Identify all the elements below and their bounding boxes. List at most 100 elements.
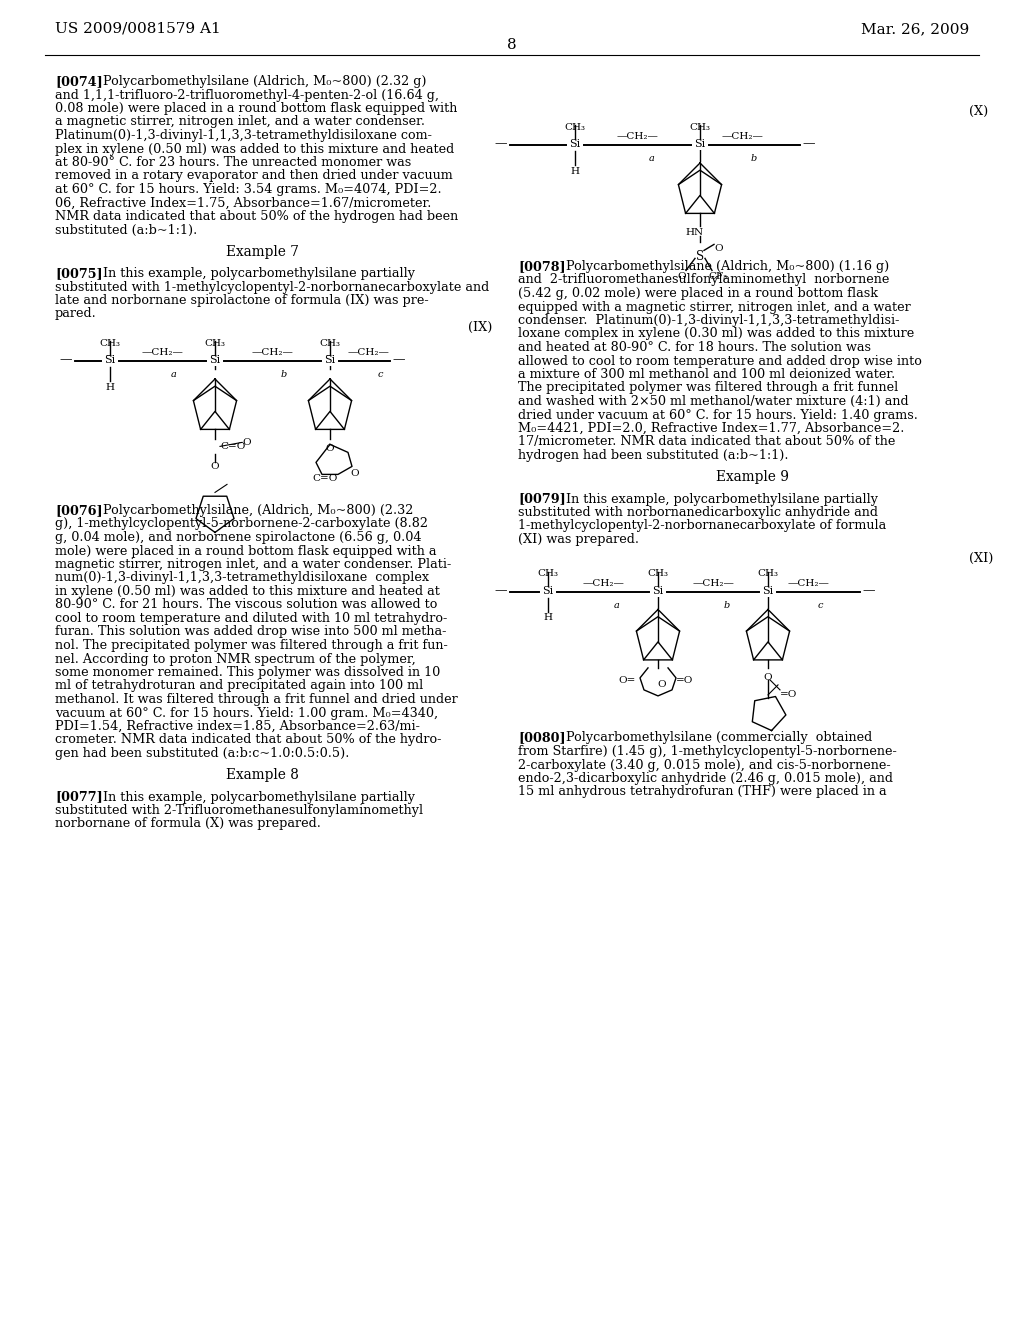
FancyBboxPatch shape <box>207 356 223 366</box>
Text: norbornane of formula (X) was prepared.: norbornane of formula (X) was prepared. <box>55 817 321 830</box>
Text: —CH₂—: —CH₂— <box>347 348 389 356</box>
Text: CH₃: CH₃ <box>99 339 121 348</box>
Text: a: a <box>649 154 655 162</box>
Text: —CH₂—: —CH₂— <box>787 578 829 587</box>
Text: endo-2,3-dicarboxylic anhydride (2.46 g, 0.015 mole), and: endo-2,3-dicarboxylic anhydride (2.46 g,… <box>518 772 893 785</box>
Text: CH₃: CH₃ <box>689 123 711 132</box>
Text: —CH₂—: —CH₂— <box>582 578 624 587</box>
Text: [0076]: [0076] <box>55 504 102 517</box>
Text: at 60° C. for 15 hours. Yield: 3.54 grams. M₀=4074, PDI=2.: at 60° C. for 15 hours. Yield: 3.54 gram… <box>55 183 441 195</box>
Text: allowed to cool to room temperature and added drop wise into: allowed to cool to room temperature and … <box>518 355 922 367</box>
Text: —: — <box>59 354 72 367</box>
Text: furan. This solution was added drop wise into 500 ml metha-: furan. This solution was added drop wise… <box>55 626 446 639</box>
Text: C=O: C=O <box>220 442 246 451</box>
FancyBboxPatch shape <box>102 356 118 366</box>
Text: g), 1-methylcyclopentyl-5-norbornene-2-carboxylate (8.82: g), 1-methylcyclopentyl-5-norbornene-2-c… <box>55 517 428 531</box>
Text: Si: Si <box>325 355 336 366</box>
Text: from Starfire) (1.45 g), 1-methylcyclopentyl-5-norbornene-: from Starfire) (1.45 g), 1-methylcyclope… <box>518 744 897 758</box>
Text: nol. The precipitated polymer was filtered through a frit fun-: nol. The precipitated polymer was filter… <box>55 639 447 652</box>
Text: g, 0.04 mole), and norbornene spirolactone (6.56 g, 0.04: g, 0.04 mole), and norbornene spirolacto… <box>55 531 422 544</box>
Text: hydrogen had been substituted (a:b~1:1).: hydrogen had been substituted (a:b~1:1). <box>518 449 788 462</box>
Text: H: H <box>544 614 553 623</box>
Text: and heated at 80-90° C. for 18 hours. The solution was: and heated at 80-90° C. for 18 hours. Th… <box>518 341 871 354</box>
Text: —: — <box>495 137 507 150</box>
Text: 80-90° C. for 21 hours. The viscous solution was allowed to: 80-90° C. for 21 hours. The viscous solu… <box>55 598 437 611</box>
Text: pared.: pared. <box>55 308 96 321</box>
Text: Polycarbomethylsilane (Aldrich, M₀~800) (2.32 g): Polycarbomethylsilane (Aldrich, M₀~800) … <box>103 75 427 88</box>
Text: a mixture of 300 ml methanol and 100 ml deionized water.: a mixture of 300 ml methanol and 100 ml … <box>518 368 895 381</box>
Text: dried under vacuum at 60° C. for 15 hours. Yield: 1.40 grams.: dried under vacuum at 60° C. for 15 hour… <box>518 408 918 421</box>
Text: b: b <box>751 154 757 162</box>
Text: PDI=1.54, Refractive index=1.85, Absorbance=2.63/mi-: PDI=1.54, Refractive index=1.85, Absorba… <box>55 719 420 733</box>
Text: (IX): (IX) <box>468 321 493 334</box>
Text: —CH₂—: —CH₂— <box>721 132 763 141</box>
Text: num(0)-1,3-divinyl-1,1,3,3-tetramethyldisiloxane  complex: num(0)-1,3-divinyl-1,1,3,3-tetramethyldi… <box>55 572 429 585</box>
Text: Platinum(0)-1,3-divinyl-1,1,3,3-tetramethyldisiloxane com-: Platinum(0)-1,3-divinyl-1,1,3,3-tetramet… <box>55 129 432 143</box>
Text: a: a <box>171 370 177 379</box>
Text: Si: Si <box>763 586 773 595</box>
Text: vacuum at 60° C. for 15 hours. Yield: 1.00 gram. M₀=4340,: vacuum at 60° C. for 15 hours. Yield: 1.… <box>55 706 438 719</box>
Text: 17/micrometer. NMR data indicated that about 50% of the: 17/micrometer. NMR data indicated that a… <box>518 436 895 449</box>
Text: Example 8: Example 8 <box>225 768 298 783</box>
FancyBboxPatch shape <box>650 586 666 597</box>
Text: substituted (a:b~1:1).: substituted (a:b~1:1). <box>55 223 198 236</box>
FancyBboxPatch shape <box>322 356 338 366</box>
Text: [0080]: [0080] <box>518 731 565 744</box>
Text: —CH₂—: —CH₂— <box>616 132 658 141</box>
Text: Si: Si <box>104 355 116 366</box>
Text: 8: 8 <box>507 38 517 51</box>
Text: O: O <box>678 272 686 281</box>
Text: magnetic stirrer, nitrogen inlet, and a water condenser. Plati-: magnetic stirrer, nitrogen inlet, and a … <box>55 558 452 572</box>
Text: (XI): (XI) <box>969 552 993 565</box>
FancyBboxPatch shape <box>692 140 708 150</box>
Text: —CH₂—: —CH₂— <box>141 348 183 356</box>
Text: CH₃: CH₃ <box>564 123 586 132</box>
Text: and  2-trifluoromethanesulfonylaminomethyl  norbornene: and 2-trifluoromethanesulfonylaminomethy… <box>518 273 890 286</box>
Text: Polycarbomethylsilane, (Aldrich, M₀~800) (2.32: Polycarbomethylsilane, (Aldrich, M₀~800)… <box>103 504 414 517</box>
Text: loxane complex in xylene (0.30 ml) was added to this mixture: loxane complex in xylene (0.30 ml) was a… <box>518 327 914 341</box>
Text: S: S <box>696 251 705 264</box>
Text: substituted with 2-Trifluoromethanesulfonylaminomethyl: substituted with 2-Trifluoromethanesulfo… <box>55 804 423 817</box>
Text: plex in xylene (0.50 ml) was added to this mixture and heated: plex in xylene (0.50 ml) was added to th… <box>55 143 455 156</box>
Text: late and norbornane spirolactone of formula (IX) was pre-: late and norbornane spirolactone of form… <box>55 294 429 308</box>
Text: at 80-90° C. for 23 hours. The unreacted monomer was: at 80-90° C. for 23 hours. The unreacted… <box>55 156 412 169</box>
Text: —: — <box>495 583 507 597</box>
Text: CH₃: CH₃ <box>319 339 341 348</box>
Text: condenser.  Platinum(0)-1,3-divinyl-1,1,3,3-tetramethyldisi-: condenser. Platinum(0)-1,3-divinyl-1,1,3… <box>518 314 899 327</box>
Text: crometer. NMR data indicated that about 50% of the hydro-: crometer. NMR data indicated that about … <box>55 734 441 747</box>
Text: Si: Si <box>325 355 336 366</box>
Text: Si: Si <box>209 355 220 366</box>
Text: H: H <box>105 383 115 392</box>
Text: b: b <box>724 601 730 610</box>
Text: In this example, polycarbomethylsilane partially: In this example, polycarbomethylsilane p… <box>103 267 415 280</box>
Text: (5.42 g, 0.02 mole) were placed in a round bottom flask: (5.42 g, 0.02 mole) were placed in a rou… <box>518 286 878 300</box>
Text: [0078]: [0078] <box>518 260 565 273</box>
Text: b: b <box>281 370 287 379</box>
Text: in xylene (0.50 ml) was added to this mixture and heated at: in xylene (0.50 ml) was added to this mi… <box>55 585 440 598</box>
Text: gen had been substituted (a:b:c~1.0:0.5:0.5).: gen had been substituted (a:b:c~1.0:0.5:… <box>55 747 349 760</box>
Text: —: — <box>862 583 874 597</box>
Text: equipped with a magnetic stirrer, nitrogen inlet, and a water: equipped with a magnetic stirrer, nitrog… <box>518 301 910 314</box>
Text: Mar. 26, 2009: Mar. 26, 2009 <box>861 22 969 36</box>
Text: O: O <box>326 445 334 453</box>
Text: cool to room temperature and diluted with 10 ml tetrahydro-: cool to room temperature and diluted wit… <box>55 612 447 624</box>
Text: and washed with 2×50 ml methanol/water mixture (4:1) and: and washed with 2×50 ml methanol/water m… <box>518 395 908 408</box>
Text: O: O <box>657 680 667 689</box>
Text: =O: =O <box>780 690 798 698</box>
Text: CF₃: CF₃ <box>708 272 727 281</box>
Text: a magnetic stirrer, nitrogen inlet, and a water condenser.: a magnetic stirrer, nitrogen inlet, and … <box>55 116 425 128</box>
FancyBboxPatch shape <box>540 586 556 597</box>
Text: Polycarbomethylsilane (commercially  obtained: Polycarbomethylsilane (commercially obta… <box>566 731 872 744</box>
Text: nel. According to proton NMR spectrum of the polymer,: nel. According to proton NMR spectrum of… <box>55 652 416 665</box>
Text: a: a <box>614 601 620 610</box>
Text: (X): (X) <box>969 106 988 117</box>
Text: removed in a rotary evaporator and then dried under vacuum: removed in a rotary evaporator and then … <box>55 169 453 182</box>
Text: 15 ml anhydrous tetrahydrofuran (THF) were placed in a: 15 ml anhydrous tetrahydrofuran (THF) we… <box>518 785 887 799</box>
FancyBboxPatch shape <box>567 140 583 150</box>
Text: In this example, polycarbomethylsilane partially: In this example, polycarbomethylsilane p… <box>566 492 878 506</box>
Text: ml of tetrahydroturan and precipitated again into 100 ml: ml of tetrahydroturan and precipitated a… <box>55 680 423 693</box>
Text: [0077]: [0077] <box>55 791 102 804</box>
Text: Example 9: Example 9 <box>716 470 788 484</box>
Text: 2-carboxylate (3.40 g, 0.015 mole), and cis-5-norbornene-: 2-carboxylate (3.40 g, 0.015 mole), and … <box>518 759 891 771</box>
Text: —CH₂—: —CH₂— <box>251 348 293 356</box>
